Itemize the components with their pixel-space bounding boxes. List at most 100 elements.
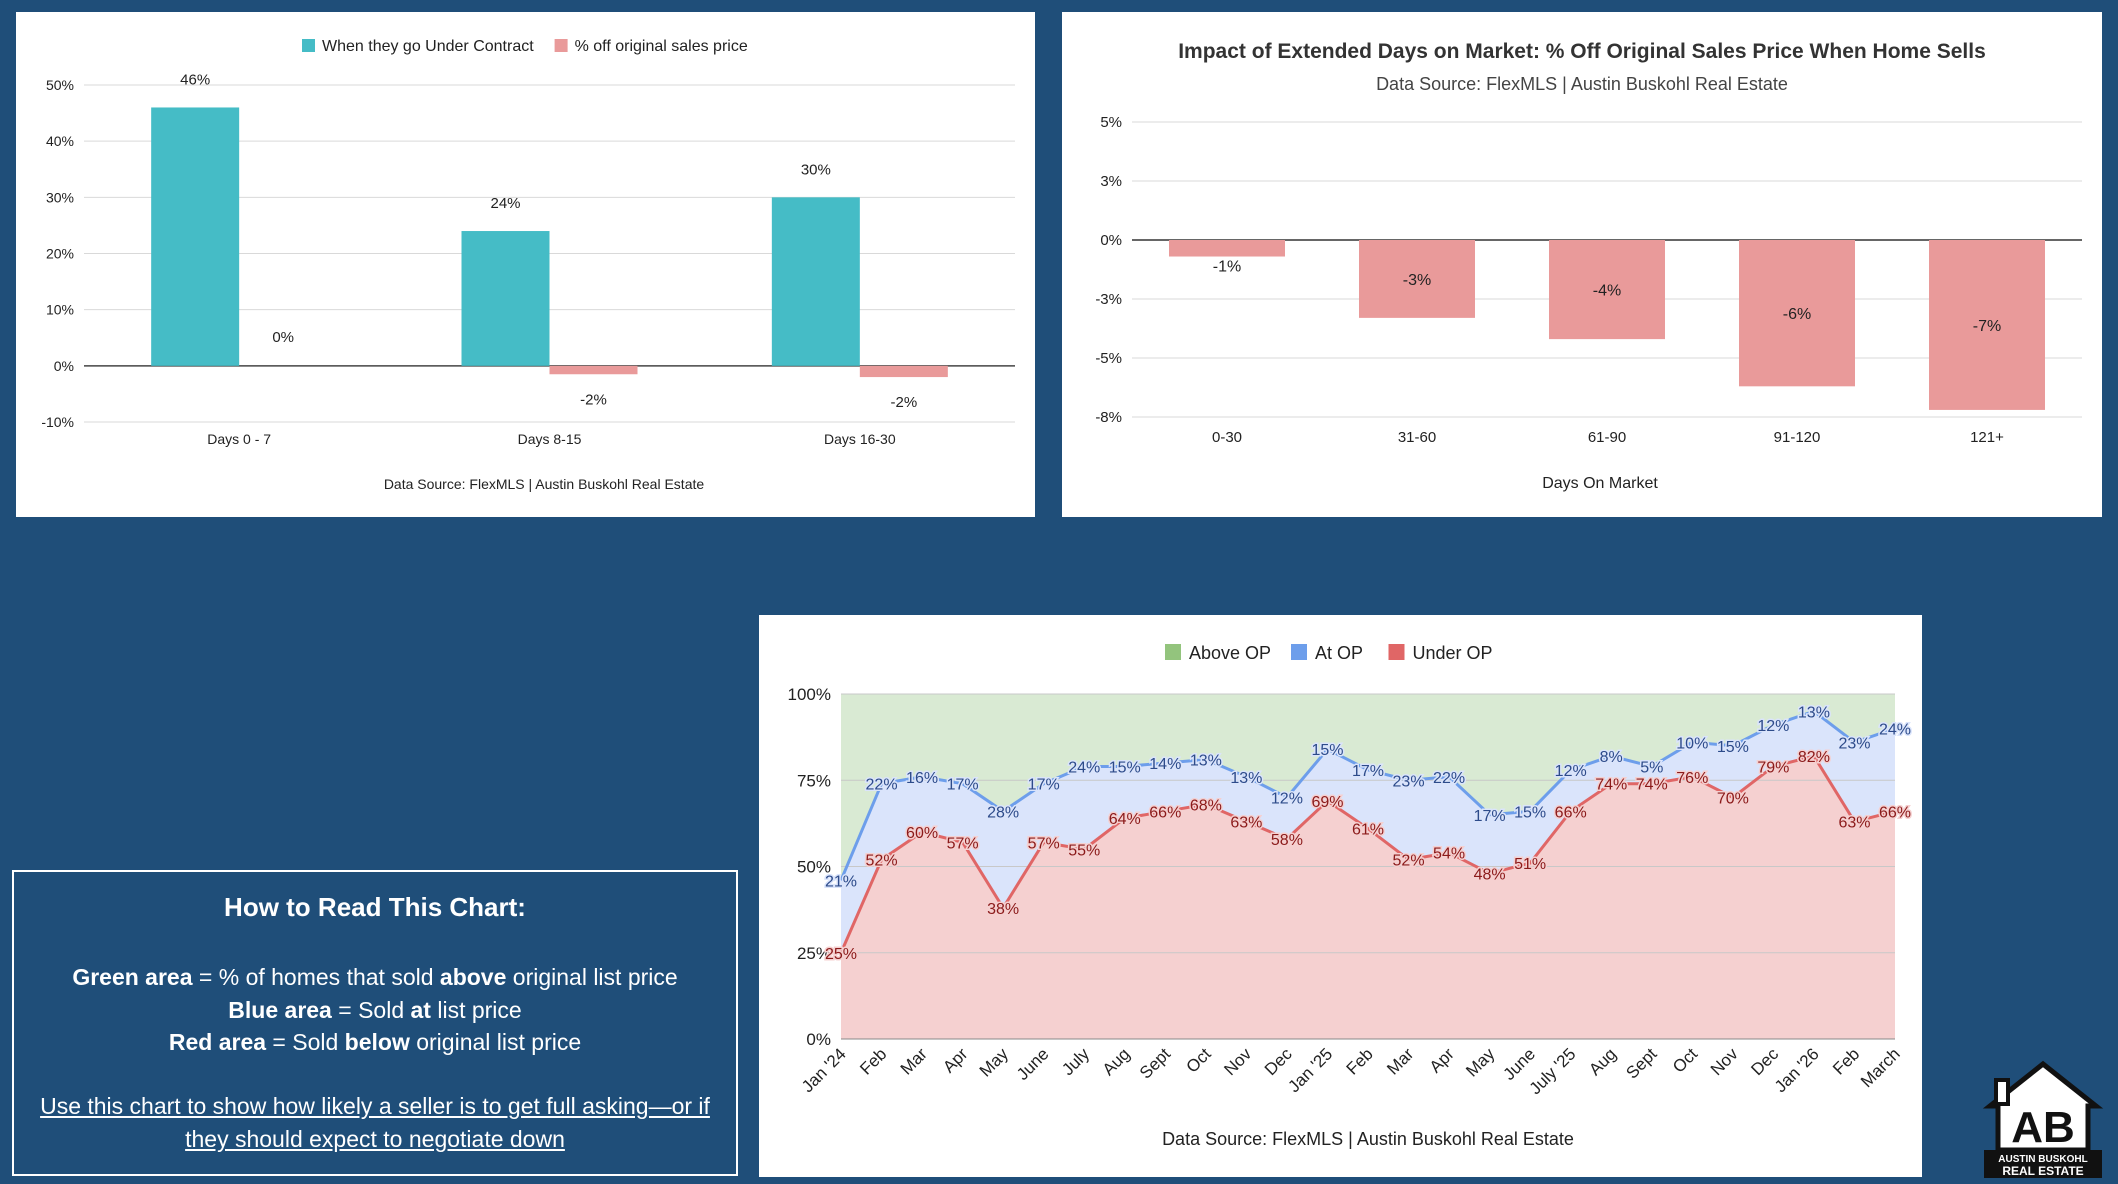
at-op-label: 5% <box>1640 759 1663 776</box>
x-tick-label: 31-60 <box>1398 429 1436 446</box>
x-tick-label: May <box>1462 1044 1498 1080</box>
x-tick-label: Oct <box>1669 1044 1701 1076</box>
logo-line1: AUSTIN BUSKOHL <box>1998 1154 2087 1165</box>
y-tick-label: 50% <box>797 858 831 877</box>
under-op-label: 38% <box>987 901 1019 918</box>
x-tick-label: 0-30 <box>1212 429 1242 446</box>
x-tick-label: July <box>1058 1044 1093 1079</box>
under-op-label: 69% <box>1311 794 1343 811</box>
howto-red-post: original list price <box>409 1029 582 1055</box>
at-op-line <box>839 709 1896 881</box>
how-to-read-box: How to Read This Chart: Green area = % o… <box>12 870 738 1176</box>
legend-swatch <box>554 39 568 52</box>
under-op-label: 63% <box>1838 815 1870 832</box>
source-label: Data Source: FlexMLS | Austin Buskohl Re… <box>384 476 705 492</box>
howto-green-bold: above <box>439 964 507 990</box>
under-op-label: 74% <box>1636 777 1668 794</box>
at-op-label: 17% <box>1028 777 1060 794</box>
under-op-label: 66% <box>1555 804 1587 821</box>
y-tick-label: -10% <box>41 414 74 430</box>
under-op-label: 74% <box>1595 777 1627 794</box>
data-label: 30% <box>801 161 831 178</box>
howto-blue-label: Blue area <box>228 997 332 1023</box>
at-op-label: 13% <box>1190 753 1222 770</box>
logo-house-icon: AB AUSTIN BUSKOHL REAL ESTATE <box>1982 1060 2104 1178</box>
howto-green-post: original list price <box>506 964 678 990</box>
y-tick-label: 100% <box>788 685 831 704</box>
x-tick-label: Nov <box>1220 1044 1255 1079</box>
under-op-label: 79% <box>1757 759 1789 776</box>
at-op-label: 28% <box>987 804 1019 821</box>
y-tick-label: 30% <box>46 189 74 205</box>
under-op-line <box>839 754 1896 954</box>
chart2-svg: 5% 3% 0% -3% -5% -8% -1% 0-30 -3% 31-60 -4% 61-90 -6… <box>1095 40 2082 492</box>
under-op-label: 66% <box>1879 804 1911 821</box>
at-op-label: 12% <box>1555 763 1587 780</box>
logo-line2: REAL ESTATE <box>2002 1164 2083 1178</box>
under-op-label: 61% <box>1352 822 1384 839</box>
bar <box>151 107 240 366</box>
x-tick-label: Sept <box>1136 1044 1174 1082</box>
howto-red-line: Red area = Sold below original list pric… <box>14 1029 736 1056</box>
at-op-label: 15% <box>1514 804 1546 821</box>
under-op-label: 54% <box>1433 846 1465 863</box>
under-op-label: 66% <box>1149 804 1181 821</box>
x-tick-label: 61-90 <box>1588 429 1626 446</box>
x-tick-label: July '25 <box>1526 1044 1580 1098</box>
y-tick-label: 0% <box>806 1030 831 1049</box>
under-op-label: 52% <box>866 853 898 870</box>
at-op-label: 8% <box>1600 749 1623 766</box>
op-area-chart: 100% 75% 50% 25% 0% 21% 25% 22% 52% 16% 60% 17% 57% 2… <box>759 615 1922 1177</box>
austin-buskohl-logo: AB AUSTIN BUSKOHL REAL ESTATE <box>1982 1058 2104 1178</box>
howto-red-label: Red area <box>168 1029 267 1055</box>
at-op-label: 13% <box>1230 770 1262 787</box>
at-op-label: 12% <box>1757 718 1789 735</box>
at-op-label: 23% <box>1393 773 1425 790</box>
howto-green-pre: = % of homes that sold <box>192 964 440 990</box>
x-tick-label: Mar <box>897 1044 931 1078</box>
days-under-contract-chart: 50% 40% 30% 20% 10% 0% -10% Days 0 - 7 46% 0% Days… <box>16 12 1035 517</box>
data-label: -2% <box>580 391 607 408</box>
bar <box>1929 240 2045 410</box>
data-label: 46% <box>180 71 210 88</box>
y-tick-label: 3% <box>1100 173 1122 190</box>
y-tick-label: 25% <box>797 944 831 963</box>
howto-green-label: Green area <box>72 964 193 990</box>
chart1-svg: 50% 40% 30% 20% 10% 0% -10% Days 0 - 7 46% 0% Days… <box>41 38 1015 492</box>
x-tick-label: May <box>976 1044 1012 1080</box>
x-tick-label: Dec <box>1261 1044 1296 1079</box>
chart3-svg: 100% 75% 50% 25% 0% 21% 25% 22% 52% 16% 60% 17% 57% 2… <box>788 643 1913 1149</box>
under-op-label: 52% <box>1393 853 1425 870</box>
data-label: 0% <box>272 329 294 346</box>
x-tick-label: Feb <box>856 1044 890 1078</box>
days-on-market-chart: 5% 3% 0% -3% -5% -8% -1% 0-30 -3% 31-60 -4% 61-90 -6… <box>1062 12 2102 517</box>
x-axis-title: Days On Market <box>1542 475 1658 492</box>
x-tick-label: Aug <box>1585 1044 1620 1079</box>
y-tick-label: 10% <box>46 302 74 318</box>
at-op-label: 14% <box>1149 756 1181 773</box>
howto-title: How to Read This Chart: <box>224 892 526 922</box>
legend-swatch <box>302 39 315 52</box>
x-tick-label: Jan '26 <box>1771 1044 1823 1096</box>
x-tick-label: Apr <box>1426 1044 1458 1076</box>
chart-title: Impact of Extended Days on Market: % Off… <box>1178 40 1986 63</box>
x-tick-label: Mar <box>1383 1044 1417 1078</box>
under-op-label: 57% <box>947 835 979 852</box>
bar <box>461 231 550 366</box>
at-op-label: 24% <box>1068 759 1100 776</box>
y-tick-label: 5% <box>1100 114 1122 131</box>
data-label: -7% <box>1973 318 2001 335</box>
howto-green-line: Green area = % of homes that sold above … <box>14 964 736 991</box>
under-op-area <box>841 756 1895 1039</box>
at-op-label: 15% <box>1109 759 1141 776</box>
x-tick-label: Apr <box>939 1044 971 1076</box>
at-op-label: 12% <box>1271 791 1303 808</box>
data-label: -4% <box>1593 283 1621 300</box>
y-tick-label: 50% <box>46 77 74 93</box>
howto-blue-post: list price <box>430 997 522 1023</box>
under-op-label: 25% <box>825 946 857 963</box>
x-tick-label: Dec <box>1747 1044 1782 1079</box>
x-tick-label: Aug <box>1099 1044 1134 1079</box>
legend-label: At OP <box>1315 643 1363 663</box>
howto-blue-bold: at <box>410 997 431 1023</box>
